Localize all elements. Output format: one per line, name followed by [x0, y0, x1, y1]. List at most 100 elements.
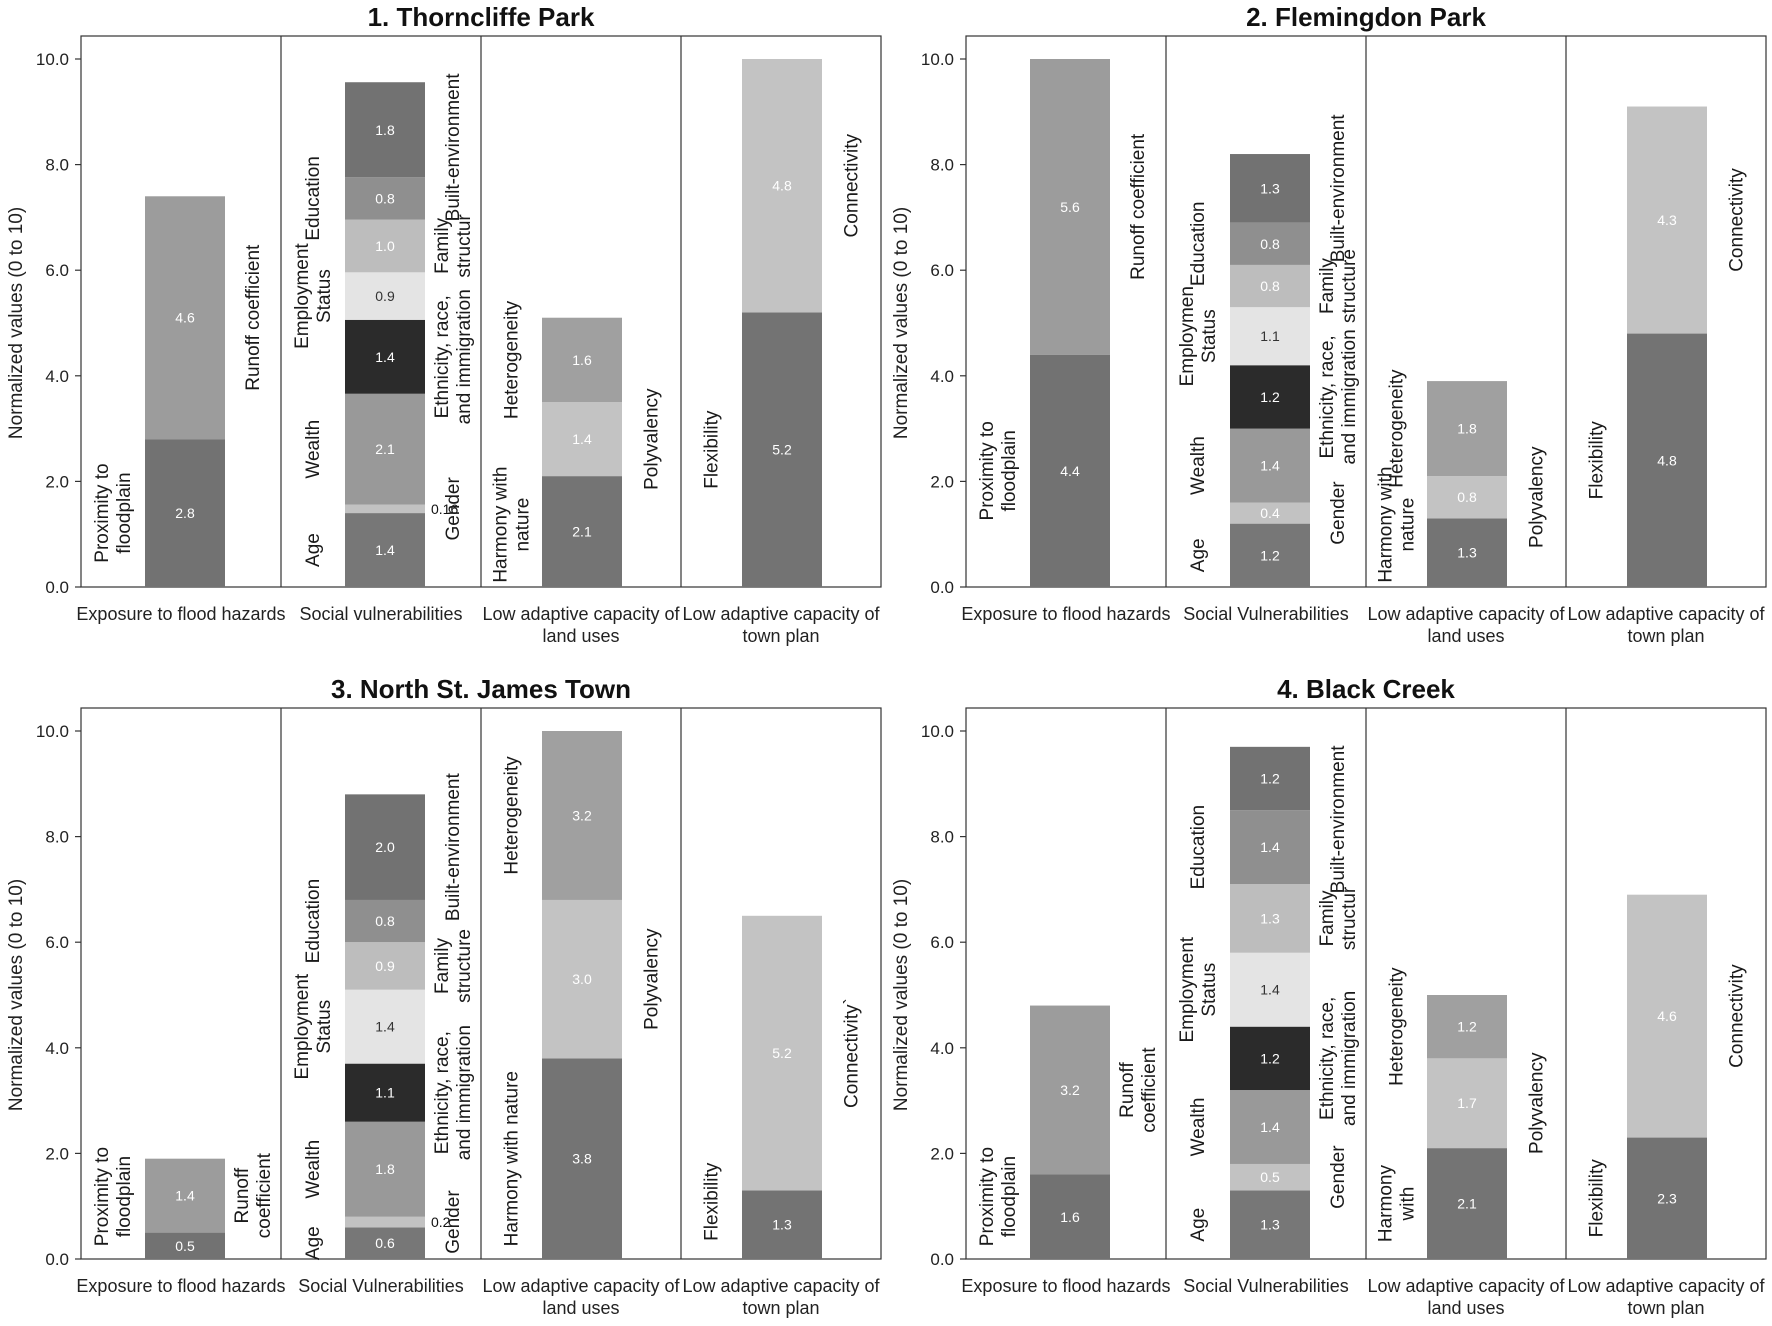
segment-label-gender: Gender — [1328, 1145, 1349, 1209]
bar-segment-runoff — [145, 1158, 225, 1233]
segment-label-proximity: Proximity tofloodplain — [92, 463, 135, 562]
value-label: 5.2 — [772, 1045, 792, 1061]
segment-label-age: Age — [303, 533, 324, 567]
segment-label-employment: EmploymenStatus — [1177, 286, 1220, 386]
chart-title: 3. North St. James Town — [331, 674, 631, 704]
category-label: Low adaptive capacity of land uses — [1367, 1276, 1565, 1318]
bar-segment-age — [1230, 523, 1310, 587]
chart-title: 1. Thorncliffe Park — [368, 2, 595, 32]
y-tick-label: 2.0 — [930, 472, 954, 491]
category-label: Social vulnerabilities — [299, 604, 462, 624]
bar-segment-polyvalency — [542, 402, 622, 477]
bar-segment-runoff — [1030, 59, 1110, 355]
segment-label-wealth: Wealth — [1188, 1098, 1209, 1157]
value-label: 1.4 — [572, 431, 592, 447]
segment-label-polyvalency: Polyvalency — [642, 928, 663, 1030]
y-axis-label: Normalized values (0 to 10) — [6, 879, 27, 1111]
bar-segment-proximity — [145, 1232, 225, 1259]
bar-segment-family — [1230, 264, 1310, 308]
value-label: 3.2 — [1060, 1082, 1080, 1098]
value-label: 0.6 — [375, 1235, 395, 1251]
bar-segment-gender — [1230, 502, 1310, 524]
value-label: 1.2 — [1457, 1019, 1477, 1035]
bar-segment-proximity — [1030, 1174, 1110, 1259]
segment-label-runoff: Runoffcoefficient — [232, 1152, 275, 1238]
bar-segment-gender — [345, 1216, 425, 1228]
value-label: 1.3 — [1260, 910, 1280, 926]
bar-segment-connectivity — [742, 915, 822, 1191]
bar-segment-education — [345, 177, 425, 220]
segment-label-employment: EmploymentStatus — [292, 243, 335, 349]
value-label: 1.4 — [375, 349, 395, 365]
category-label: Exposure to flood hazards — [76, 1276, 285, 1296]
value-label: 1.2 — [1260, 1050, 1280, 1066]
segment-label-built: Built-environment — [1328, 745, 1349, 894]
bar-segment-connectivity — [1627, 106, 1707, 334]
value-label: 2.0 — [375, 839, 395, 855]
y-tick-label: 10.0 — [36, 722, 69, 741]
segment-label-ethnicity: Ethnicity, race,and immigration — [1317, 329, 1360, 464]
value-label: 2.8 — [175, 505, 195, 521]
panel-2-flemingdon-park: 2. Flemingdon Park 0.0 2.0 4.0 6.0 8.0 10.0 Nor… — [891, 2, 1767, 646]
segment-label-wealth: Wealth — [1188, 436, 1209, 495]
segment-label-heterogeneity: Heterogeneity — [1387, 967, 1408, 1086]
value-label: 5.6 — [1060, 199, 1080, 215]
value-label: 1.7 — [1457, 1095, 1477, 1111]
value-label: 1.3 — [1260, 180, 1280, 196]
chart-title: 4. Black Creek — [1277, 674, 1455, 704]
y-tick-label: 10.0 — [921, 722, 954, 741]
category-label: Social Vulnerabilities — [1183, 604, 1348, 624]
y-axis-label: Normalized values (0 to 10) — [891, 207, 912, 439]
segment-label-connectivity: Connectivity` — [842, 998, 863, 1108]
bar-segment-built — [1230, 154, 1310, 223]
value-label: 1.4 — [375, 1019, 395, 1035]
value-label: 3.8 — [572, 1151, 592, 1167]
bar-segment-age — [1230, 1190, 1310, 1259]
segment-label-connectivity: Connectivity — [1727, 964, 1748, 1068]
category-label: Low adaptive capacity of town plan — [682, 1276, 880, 1318]
value-label: 0.5 — [175, 1238, 195, 1254]
segment-label-ethnicity: Ethnicity, race,and immigration — [432, 289, 475, 424]
panel-4-black-creek: 4. Black Creek 0.0 2.0 4.0 6.0 8.0 10.0 Normali… — [891, 674, 1767, 1318]
segment-label-education: Education — [303, 156, 324, 241]
segment-label-proximity: Proximity tofloodplain — [977, 1147, 1020, 1246]
value-label: 0.8 — [375, 190, 395, 206]
category-label: Exposure to flood hazards — [76, 604, 285, 624]
category-label: Low adaptive capacity of land uses — [482, 604, 680, 646]
bar-segment-heterogeneity — [542, 317, 622, 403]
y-tick-label: 8.0 — [45, 828, 69, 847]
category-label: Low adaptive capacity of land uses — [1367, 604, 1565, 646]
segment-label-education: Education — [303, 879, 324, 964]
bar-segment-polyvalency — [542, 899, 622, 1059]
value-label: 4.8 — [772, 178, 792, 194]
value-label: 1.1 — [375, 1085, 395, 1101]
y-tick-label: 10.0 — [921, 50, 954, 69]
y-tick-label: 8.0 — [45, 156, 69, 175]
value-label: 0.8 — [1457, 489, 1477, 505]
segment-label-gender: Gender — [443, 1190, 464, 1254]
segment-label-heterogeneity: Heterogeneity — [502, 756, 523, 875]
segment-label-harmony: Harmony withnature — [1376, 467, 1419, 583]
bar-segment-proximity — [1030, 354, 1110, 587]
segment-label-family: Familystructure — [1317, 249, 1360, 323]
segment-label-family: Familystructur — [1317, 886, 1360, 950]
segment-label-flexibility: Flexibility — [1587, 1159, 1608, 1238]
bar-segment-wealth — [1230, 1090, 1310, 1164]
y-tick-label: 2.0 — [45, 472, 69, 491]
segment-label-age: Age — [1188, 1208, 1209, 1242]
segment-label-proximity: Proximity tofloodplain — [977, 421, 1020, 520]
value-label: 1.8 — [1457, 421, 1477, 437]
value-label: 1.4 — [1260, 458, 1280, 474]
value-label: 4.3 — [1657, 212, 1677, 228]
bar-segment-education — [1230, 222, 1310, 265]
bar-segment-heterogeneity — [1427, 995, 1507, 1059]
bar-segment-family — [1230, 884, 1310, 953]
value-label: 1.4 — [1260, 839, 1280, 855]
y-tick-label: 2.0 — [45, 1144, 69, 1163]
value-label: 3.2 — [572, 807, 592, 823]
value-label: 1.6 — [572, 352, 592, 368]
bar-segment-wealth — [1230, 428, 1310, 503]
y-tick-label: 4.0 — [45, 367, 69, 386]
segment-label-ethnicity: Ethnicity, race,and immigration — [432, 1025, 475, 1160]
value-label: 0.9 — [375, 288, 395, 304]
